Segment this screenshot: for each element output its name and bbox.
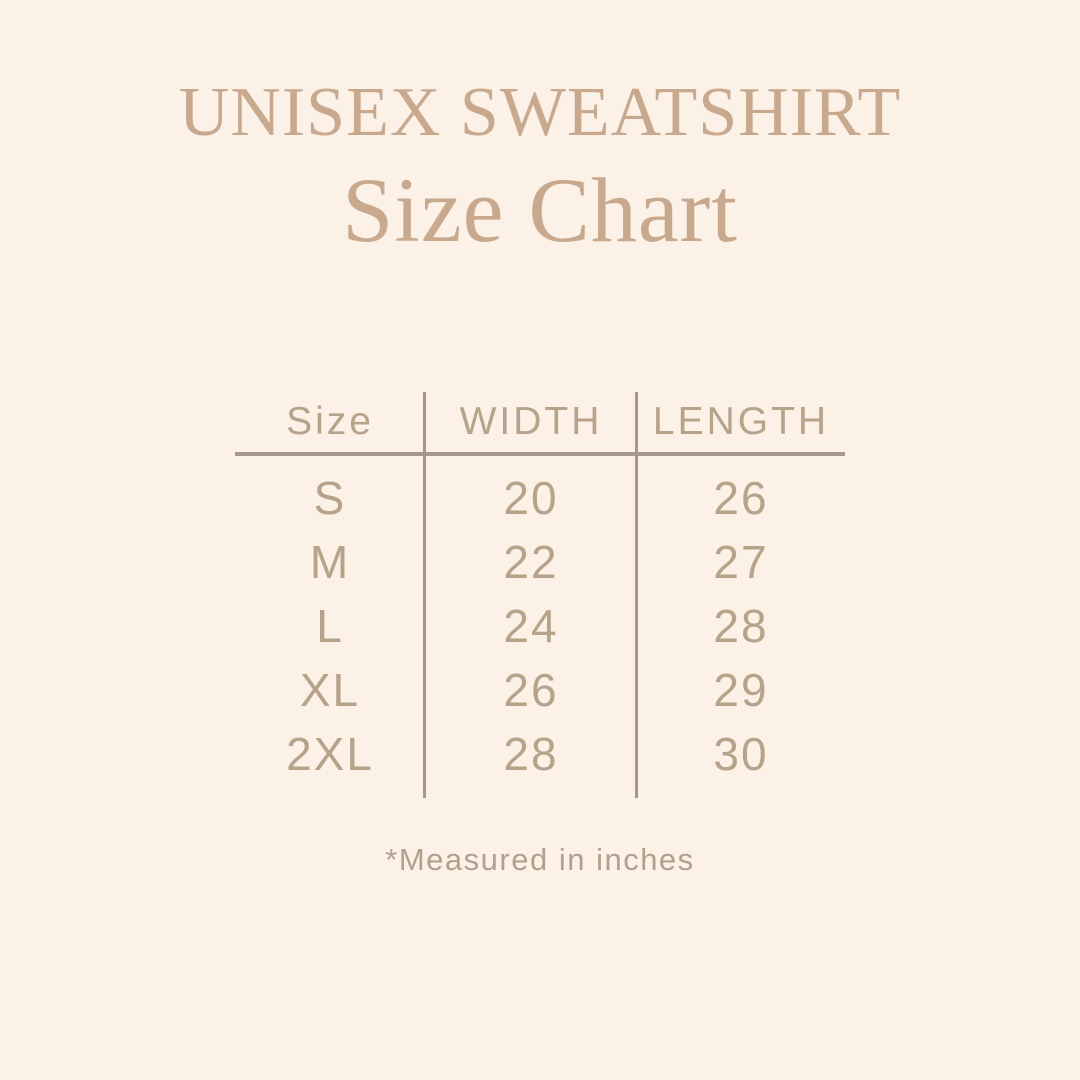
width-cell: 22 [503,536,559,588]
length-cell: 26 [713,472,769,524]
table-row: S 20 26 [235,466,845,530]
length-cell: 30 [713,728,769,780]
size-cell: L [316,600,344,652]
measurement-note: *Measured in inches [385,842,695,877]
width-cell: 20 [503,472,559,524]
table-body: S 20 26 M 22 27 L 24 28 XL 26 29 2XL 28 [235,452,845,786]
table-row: 2XL 28 30 [235,722,845,786]
size-cell: M [309,536,351,588]
size-cell: S [313,472,347,524]
table-row: XL 26 29 [235,658,845,722]
table-row: L 24 28 [235,594,845,658]
column-header-width: WIDTH [459,400,603,443]
column-divider-line-1 [423,392,426,798]
page-subtitle: Size Chart [342,159,738,261]
size-cell: 2XL [286,728,374,780]
column-header-length: LENGTH [652,400,830,443]
column-header-size: Size [286,400,374,443]
width-cell: 24 [503,600,559,652]
length-cell: 28 [713,600,769,652]
size-table: Size WIDTH LENGTH S 20 26 M 22 27 L 24 2… [235,392,845,798]
table-header-row: Size WIDTH LENGTH [235,392,845,452]
length-cell: 27 [713,536,769,588]
table-row: M 22 27 [235,530,845,594]
width-cell: 28 [503,728,559,780]
length-cell: 29 [713,664,769,716]
header-divider-line [235,452,845,456]
page-title: UNISEX SWEATSHIRT [178,74,902,151]
size-cell: XL [299,664,361,716]
column-divider-line-2 [635,392,638,798]
width-cell: 26 [503,664,559,716]
